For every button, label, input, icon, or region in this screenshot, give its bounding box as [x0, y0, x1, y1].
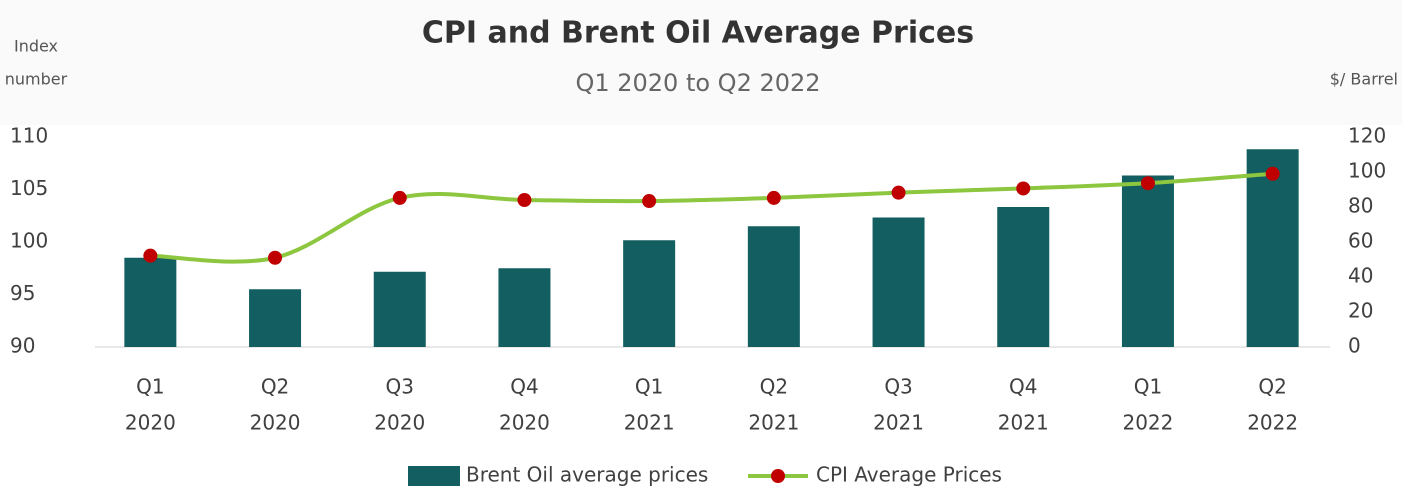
marker [392, 190, 407, 205]
y2-tick-label: 60 [1348, 229, 1373, 253]
y-tick-label: 105 [10, 176, 48, 200]
header-bg [0, 0, 1402, 125]
bar [1246, 149, 1299, 347]
line [150, 171, 1273, 264]
legend-swatch [408, 466, 460, 486]
bar [249, 289, 302, 347]
x-tick-label: 2020 [125, 411, 176, 435]
bar [373, 271, 426, 347]
bar [997, 207, 1050, 347]
marker [1016, 181, 1031, 196]
y2-tick-label: 0 [1348, 334, 1361, 358]
legend-label: Brent Oil average prices [466, 463, 708, 487]
marker [766, 190, 781, 205]
x-tick-label: 2021 [873, 411, 924, 435]
marker [268, 250, 283, 265]
marker [642, 194, 657, 209]
marker [143, 248, 158, 263]
marker [891, 185, 906, 200]
bar [872, 217, 925, 347]
bar [623, 240, 676, 347]
x-tick-label: 2020 [499, 411, 550, 435]
x-tick-label: Q2 [261, 375, 289, 399]
bar [124, 257, 177, 347]
bar [498, 268, 551, 347]
y-tick-label: 110 [10, 124, 48, 148]
x-tick-label: Q1 [635, 375, 663, 399]
y2-tick-label: 40 [1348, 264, 1373, 288]
x-tick-label: 2020 [250, 411, 301, 435]
x-tick-label: Q1 [1134, 375, 1162, 399]
x-tick-label: Q1 [136, 375, 164, 399]
y2-tick-label: 20 [1348, 299, 1373, 323]
y-tick-label: 100 [10, 229, 48, 253]
x-tick-label: 2021 [998, 411, 1049, 435]
y-axis-label: number [5, 70, 68, 89]
x-tick-label: 2020 [374, 411, 425, 435]
x-tick-label: 2021 [624, 411, 675, 435]
y-axis-label: Index [14, 37, 58, 56]
bar [747, 226, 800, 347]
marker [1265, 166, 1280, 181]
marker [1140, 176, 1155, 191]
x-tick-label: Q2 [760, 375, 788, 399]
bar [1121, 175, 1174, 347]
x-tick-label: Q3 [386, 375, 414, 399]
y2-tick-label: 120 [1348, 124, 1386, 148]
legend-swatch [771, 469, 785, 483]
y2-tick-label: 100 [1348, 159, 1386, 183]
y2-axis-label: $/ Barrel [1330, 70, 1398, 89]
y-tick-label: 90 [10, 334, 35, 358]
x-tick-label: 2022 [1122, 411, 1173, 435]
chart-subtitle: Q1 2020 to Q2 2022 [575, 69, 820, 97]
x-tick-label: 2022 [1247, 411, 1298, 435]
x-tick-label: Q4 [1009, 375, 1037, 399]
x-tick-label: Q3 [884, 375, 912, 399]
legend-label: CPI Average Prices [816, 463, 1002, 487]
y-tick-label: 95 [10, 281, 35, 305]
x-tick-label: Q2 [1258, 375, 1286, 399]
chart-title: CPI and Brent Oil Average Prices [422, 16, 974, 51]
x-tick-label: 2021 [748, 411, 799, 435]
y2-tick-label: 80 [1348, 194, 1373, 218]
marker [517, 193, 532, 207]
x-tick-label: Q4 [510, 375, 538, 399]
